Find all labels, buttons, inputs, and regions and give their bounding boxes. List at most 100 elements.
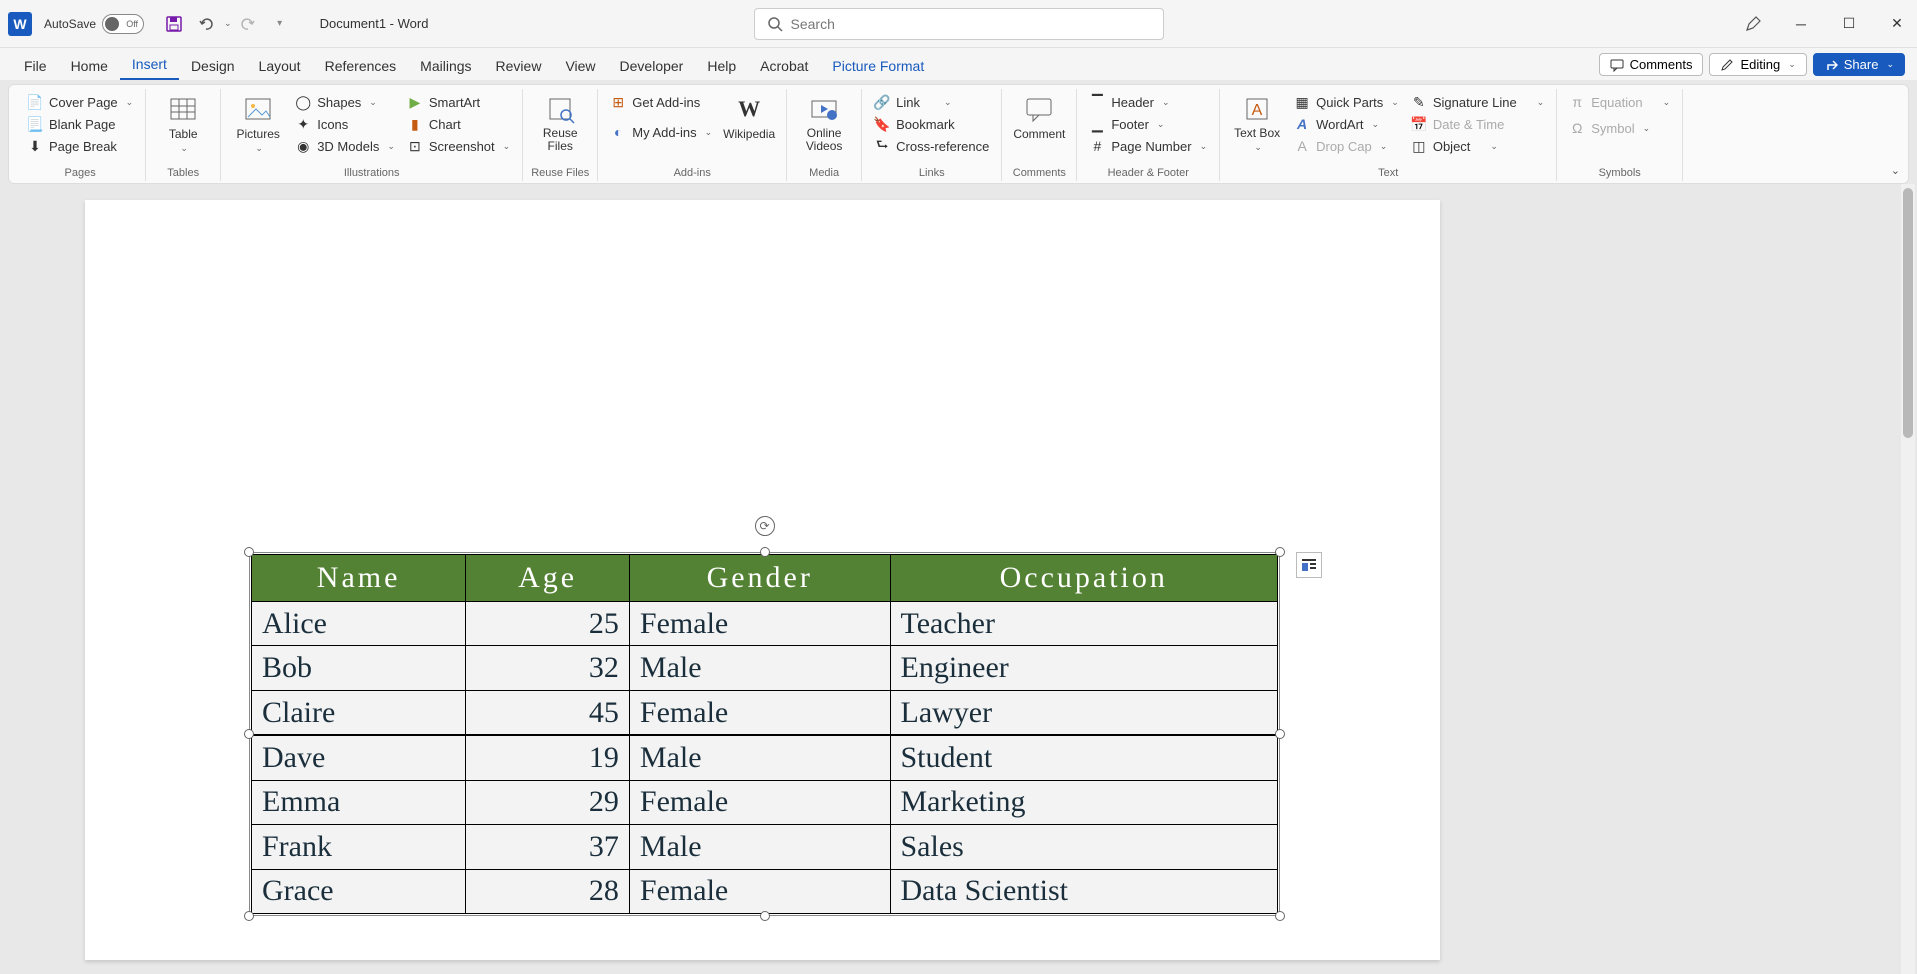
- tab-file[interactable]: File: [12, 52, 59, 80]
- minimize-button[interactable]: ─: [1789, 12, 1813, 36]
- comments-button[interactable]: Comments: [1599, 53, 1704, 76]
- resize-handle[interactable]: [760, 911, 770, 921]
- chart-button[interactable]: ▮Chart: [403, 115, 514, 133]
- video-icon: [808, 93, 840, 125]
- wordart-button[interactable]: AWordArt⌄: [1290, 115, 1403, 133]
- group-label: Media: [795, 165, 853, 181]
- group-header-footer: ▔Header⌄ ▁Footer⌄ #Page Number⌄ Header &…: [1077, 89, 1220, 181]
- group-media: Online Videos Media: [787, 89, 862, 181]
- link-button[interactable]: 🔗Link⌄: [870, 93, 993, 111]
- 3d-models-button[interactable]: ◉3D Models⌄: [291, 137, 399, 155]
- document-area: ⟳ Name Age Gender Occupation Alice25Fema…: [0, 184, 1917, 974]
- symbol-button[interactable]: ΩSymbol⌄: [1565, 119, 1674, 137]
- group-label: Pages: [23, 165, 137, 181]
- resize-handle[interactable]: [244, 729, 254, 739]
- signature-line-button[interactable]: ✎Signature Line⌄: [1407, 93, 1548, 111]
- autosave-label: AutoSave: [44, 17, 96, 31]
- resize-handle[interactable]: [1275, 547, 1285, 557]
- wordart-icon: A: [1294, 116, 1310, 132]
- ribbon-collapse-button[interactable]: ⌄: [1891, 164, 1900, 177]
- title-bar: W AutoSave Off ⌄ ▾ Document1 - Word ─ ☐ …: [0, 0, 1917, 48]
- tab-picture-format[interactable]: Picture Format: [820, 52, 936, 80]
- search-input[interactable]: [791, 16, 1151, 32]
- symbol-icon: Ω: [1569, 120, 1585, 136]
- text-box-button[interactable]: A Text Box⌄: [1228, 93, 1286, 153]
- resize-handle[interactable]: [244, 547, 254, 557]
- tab-references[interactable]: References: [313, 52, 409, 80]
- vertical-scrollbar[interactable]: [1901, 184, 1915, 974]
- object-button[interactable]: ◫Object⌄: [1407, 137, 1548, 155]
- comments-label: Comments: [1630, 57, 1693, 72]
- search-box[interactable]: [754, 8, 1164, 40]
- drop-cap-button[interactable]: ADrop Cap⌄: [1290, 137, 1403, 155]
- crossref-icon: ⮑: [874, 138, 890, 154]
- tab-mailings[interactable]: Mailings: [408, 52, 483, 80]
- selection-box: [249, 552, 1280, 916]
- online-videos-button[interactable]: Online Videos: [795, 93, 853, 153]
- date-time-button[interactable]: 📅Date & Time: [1407, 115, 1548, 133]
- save-button[interactable]: [162, 12, 186, 36]
- editing-button[interactable]: Editing⌄: [1709, 53, 1806, 76]
- scroll-thumb[interactable]: [1903, 188, 1913, 438]
- pen-icon[interactable]: [1741, 12, 1765, 36]
- get-addins-button[interactable]: ⊞Get Add-ins: [606, 93, 716, 111]
- tab-layout[interactable]: Layout: [247, 52, 313, 80]
- layout-options-button[interactable]: [1296, 552, 1322, 578]
- group-label: Illustrations: [229, 165, 514, 181]
- resize-handle[interactable]: [1275, 729, 1285, 739]
- reuse-files-button[interactable]: Reuse Files: [531, 93, 589, 153]
- tab-view[interactable]: View: [553, 52, 607, 80]
- selected-picture[interactable]: ⟳ Name Age Gender Occupation Alice25Fema…: [251, 554, 1278, 914]
- blank-page-button[interactable]: 📃Blank Page: [23, 115, 137, 133]
- group-reuse: Reuse Files Reuse Files: [523, 89, 598, 181]
- share-button[interactable]: Share⌄: [1813, 53, 1905, 76]
- screenshot-icon: ⊡: [407, 138, 423, 154]
- equation-button[interactable]: πEquation⌄: [1565, 93, 1674, 111]
- document-title: Document1 - Word: [320, 16, 429, 31]
- chart-icon: ▮: [407, 116, 423, 132]
- undo-more[interactable]: ⌄: [224, 18, 232, 29]
- editing-label: Editing: [1740, 57, 1780, 72]
- resize-handle[interactable]: [1275, 911, 1285, 921]
- maximize-button[interactable]: ☐: [1837, 12, 1861, 36]
- tab-help[interactable]: Help: [695, 52, 748, 80]
- header-button[interactable]: ▔Header⌄: [1085, 93, 1211, 111]
- tab-acrobat[interactable]: Acrobat: [748, 52, 820, 80]
- link-icon: 🔗: [874, 94, 890, 110]
- table-button[interactable]: Table⌄: [154, 93, 212, 154]
- footer-button[interactable]: ▁Footer⌄: [1085, 115, 1211, 133]
- autosave-toggle[interactable]: Off: [102, 14, 144, 34]
- page-break-button[interactable]: ⬇Page Break: [23, 137, 137, 155]
- store-icon: ⊞: [610, 94, 626, 110]
- redo-button[interactable]: [236, 12, 260, 36]
- tab-developer[interactable]: Developer: [608, 52, 696, 80]
- quick-parts-button[interactable]: ▦Quick Parts⌄: [1290, 93, 1403, 111]
- comment-button[interactable]: Comment: [1010, 93, 1068, 141]
- undo-button[interactable]: [194, 12, 218, 36]
- share-label: Share: [1844, 57, 1879, 72]
- icons-button[interactable]: ✦Icons: [291, 115, 399, 133]
- smartart-icon: ▶: [407, 94, 423, 110]
- crossref-button[interactable]: ⮑Cross-reference: [870, 137, 993, 155]
- bookmark-button[interactable]: 🔖Bookmark: [870, 115, 993, 133]
- autosave-state: Off: [126, 19, 138, 29]
- tab-insert[interactable]: Insert: [120, 50, 179, 80]
- shapes-button[interactable]: ◯Shapes⌄: [291, 93, 399, 111]
- wikipedia-button[interactable]: W Wikipedia: [720, 93, 778, 141]
- close-button[interactable]: ✕: [1885, 12, 1909, 36]
- smartart-button[interactable]: ▶SmartArt: [403, 93, 514, 111]
- addins-icon: ◐: [610, 124, 626, 140]
- qat-customize[interactable]: ▾: [268, 12, 292, 36]
- resize-handle[interactable]: [244, 911, 254, 921]
- pictures-button[interactable]: Pictures⌄: [229, 93, 287, 154]
- resize-handle[interactable]: [760, 547, 770, 557]
- rotate-handle[interactable]: ⟳: [755, 516, 775, 536]
- calendar-icon: 📅: [1411, 116, 1427, 132]
- screenshot-button[interactable]: ⊡Screenshot⌄: [403, 137, 514, 155]
- page-number-button[interactable]: #Page Number⌄: [1085, 137, 1211, 155]
- cover-page-button[interactable]: 📄Cover Page⌄: [23, 93, 137, 111]
- tab-design[interactable]: Design: [179, 52, 247, 80]
- my-addins-button[interactable]: ◐My Add-ins⌄: [606, 123, 716, 141]
- tab-home[interactable]: Home: [59, 52, 120, 80]
- tab-review[interactable]: Review: [484, 52, 554, 80]
